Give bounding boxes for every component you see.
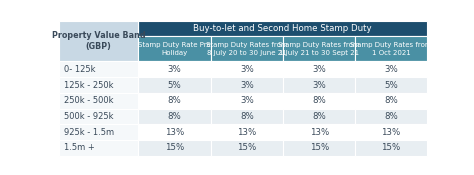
Text: 13%: 13%	[165, 128, 184, 137]
Bar	[210, 93, 283, 108]
Text: 500k - 925k: 500k - 925k	[64, 112, 113, 121]
Bar	[283, 124, 356, 140]
Bar	[210, 140, 283, 156]
Bar	[356, 93, 427, 108]
Text: 3%: 3%	[312, 80, 326, 89]
Text: 8%: 8%	[312, 112, 326, 121]
Bar	[59, 124, 138, 140]
Bar	[138, 61, 210, 77]
Bar	[59, 77, 138, 93]
Bar	[283, 37, 356, 61]
Bar	[138, 108, 210, 124]
Text: 3%: 3%	[240, 80, 254, 89]
Text: 13%: 13%	[382, 128, 401, 137]
Text: 0- 125k: 0- 125k	[64, 65, 95, 74]
Text: 250k - 500k: 250k - 500k	[64, 96, 113, 105]
Bar	[59, 21, 138, 61]
Text: 15%: 15%	[310, 143, 329, 152]
Bar	[210, 37, 283, 61]
Bar	[356, 108, 427, 124]
Bar	[59, 93, 138, 108]
Bar	[138, 77, 210, 93]
Bar	[59, 140, 138, 156]
Bar	[138, 93, 210, 108]
Text: 8%: 8%	[312, 96, 326, 105]
Text: Stamp Duty Rates from
8 July 20 to 30 June 21: Stamp Duty Rates from 8 July 20 to 30 Ju…	[206, 42, 288, 56]
Bar	[356, 124, 427, 140]
Bar	[283, 61, 356, 77]
Text: 3%: 3%	[312, 65, 326, 74]
Text: 15%: 15%	[165, 143, 184, 152]
Bar	[59, 61, 138, 77]
Bar	[356, 61, 427, 77]
Text: 8%: 8%	[167, 96, 181, 105]
Text: 15%: 15%	[382, 143, 401, 152]
Bar	[210, 108, 283, 124]
Text: 3%: 3%	[240, 65, 254, 74]
Text: 13%: 13%	[237, 128, 256, 137]
Text: 3%: 3%	[384, 65, 398, 74]
Text: 5%: 5%	[384, 80, 398, 89]
Bar	[356, 140, 427, 156]
Text: 8%: 8%	[240, 112, 254, 121]
Text: Stamp Duty Rates from
1 July 21 to 30 Sept 21: Stamp Duty Rates from 1 July 21 to 30 Se…	[278, 42, 360, 56]
Text: 15%: 15%	[237, 143, 256, 152]
Text: 8%: 8%	[167, 112, 181, 121]
Text: 13%: 13%	[310, 128, 329, 137]
Text: 1.5m +: 1.5m +	[64, 143, 94, 152]
Text: 3%: 3%	[167, 65, 181, 74]
Text: Stamp Duty Rate Pre
Holiday: Stamp Duty Rate Pre Holiday	[138, 42, 211, 56]
Text: 3%: 3%	[240, 96, 254, 105]
Bar	[210, 124, 283, 140]
Bar	[138, 140, 210, 156]
Text: 8%: 8%	[384, 96, 398, 105]
Bar	[59, 108, 138, 124]
Text: Buy-to-let and Second Home Stamp Duty: Buy-to-let and Second Home Stamp Duty	[193, 24, 372, 33]
Bar	[283, 108, 356, 124]
Bar	[283, 93, 356, 108]
Text: Property Value Band
(GBP): Property Value Band (GBP)	[52, 31, 146, 51]
Bar	[210, 77, 283, 93]
Text: 925k - 1.5m: 925k - 1.5m	[64, 128, 114, 137]
Bar	[138, 37, 210, 61]
Bar	[210, 61, 283, 77]
Bar	[138, 21, 427, 37]
Bar	[356, 37, 427, 61]
Text: 8%: 8%	[384, 112, 398, 121]
Bar	[356, 77, 427, 93]
Bar	[283, 77, 356, 93]
Text: 5%: 5%	[167, 80, 181, 89]
Text: Stamp Duty Rates from
1 Oct 2021: Stamp Duty Rates from 1 Oct 2021	[350, 42, 432, 56]
Bar	[283, 140, 356, 156]
Text: 125k - 250k: 125k - 250k	[64, 80, 113, 89]
Bar	[138, 124, 210, 140]
